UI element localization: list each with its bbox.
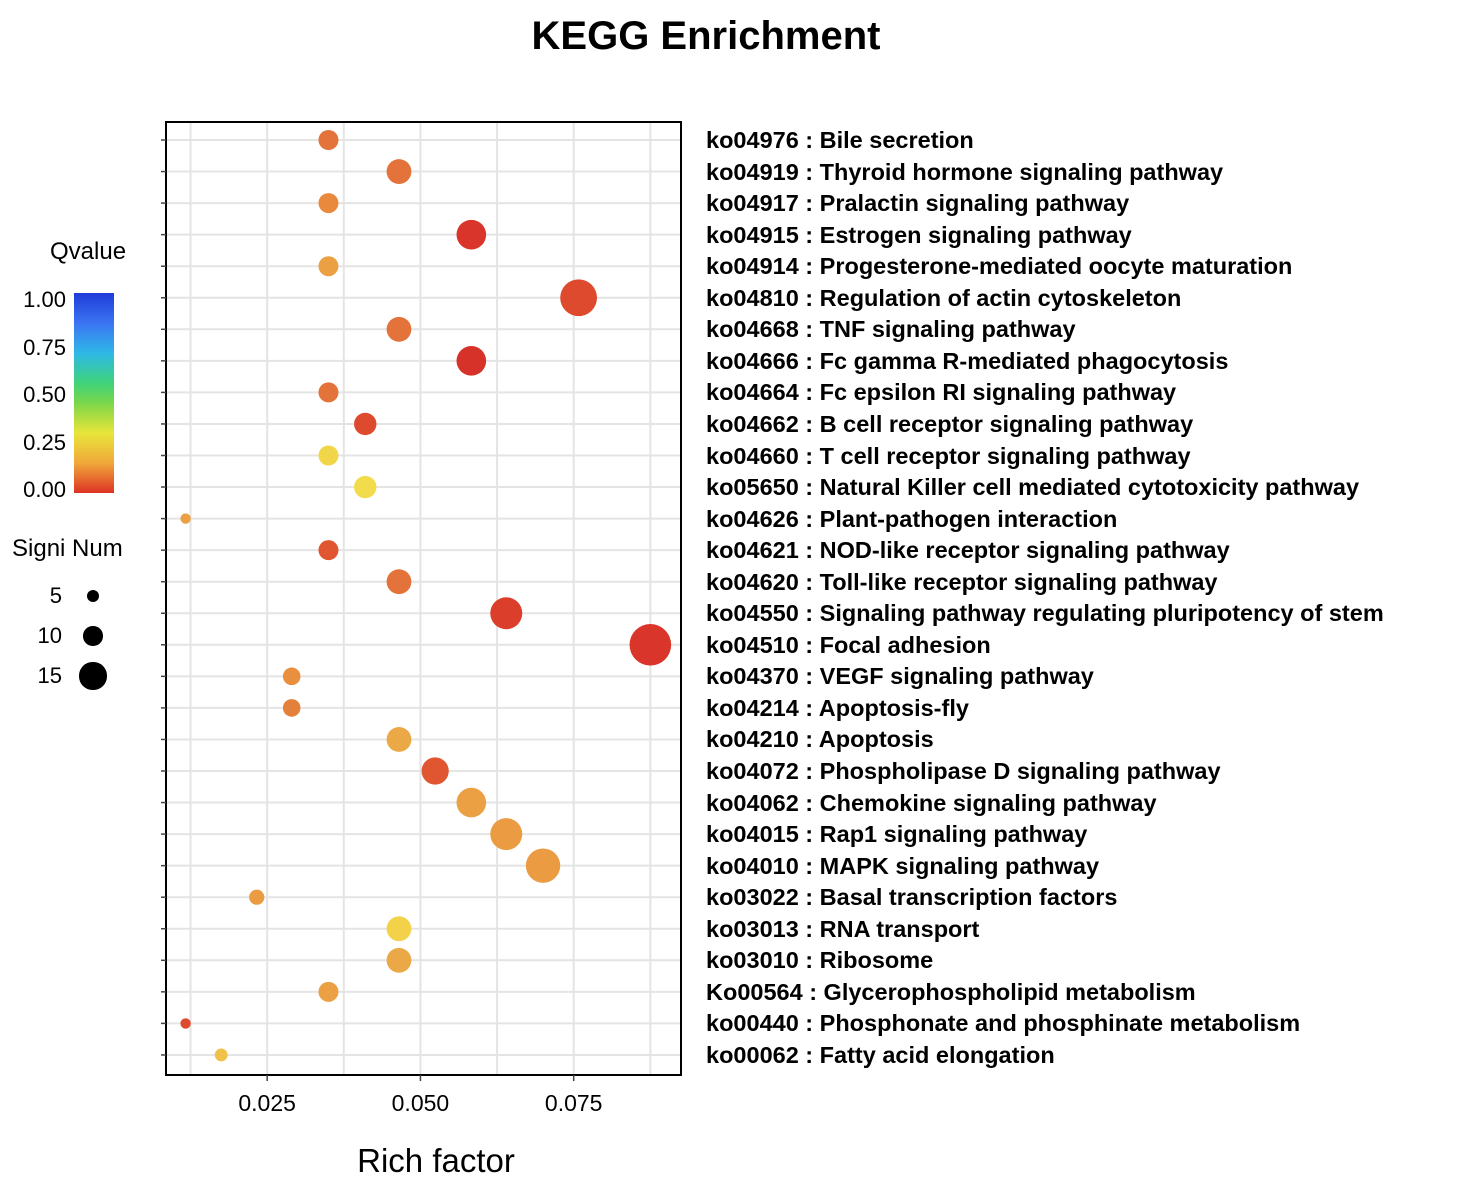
- data-point: [490, 818, 523, 851]
- data-point: [629, 624, 672, 666]
- pathway-term-label: ko04919 : Thyroid hormone signaling path…: [706, 158, 1224, 185]
- data-point: [318, 981, 339, 1002]
- x-tick-label: 0.025: [238, 1090, 296, 1116]
- data-point: [386, 916, 412, 942]
- pathway-term-label: ko04660 : T cell receptor signaling path…: [706, 442, 1191, 469]
- pathway-term-label: ko04668 : TNF signaling pathway: [706, 316, 1076, 343]
- size-legend-label: 15: [37, 663, 62, 688]
- data-point: [456, 219, 487, 250]
- data-point: [318, 256, 339, 277]
- size-legend-title: Signi Num: [12, 535, 123, 562]
- data-point: [354, 412, 377, 436]
- pathway-term-label: ko04620 : Toll-like receptor signaling p…: [706, 568, 1218, 595]
- data-point: [318, 130, 339, 150]
- pathway-term-label: ko05650 : Natural Killer cell mediated c…: [706, 474, 1360, 501]
- pathway-term-label: ko03010 : Ribosome: [706, 947, 934, 974]
- pathway-term-label: ko04214 : Apoptosis-fly: [706, 694, 969, 721]
- pathway-term-label: ko04664 : Fc epsilon RI signaling pathwa…: [706, 379, 1177, 406]
- size-legend-dot: [83, 626, 103, 646]
- data-point: [386, 727, 412, 752]
- data-point: [386, 159, 412, 184]
- ticks-layer: [161, 139, 575, 1081]
- qvalue-tick-label: 0.75: [23, 334, 66, 360]
- qvalue-tick-label: 0.50: [23, 382, 66, 407]
- data-point: [180, 1018, 191, 1029]
- pathway-term-label: ko04626 : Plant-pathogen interaction: [706, 505, 1118, 532]
- data-point: [456, 787, 487, 818]
- qvalue-tick-label: 1.00: [23, 287, 66, 312]
- x-axis-label: Rich factor: [357, 1142, 515, 1179]
- pathway-term-label: ko04666 : Fc gamma R-mediated phagocytos…: [706, 347, 1229, 374]
- pathway-term-label: ko04917 : Pralactin signaling pathway: [706, 190, 1130, 217]
- x-tick-label: 0.075: [544, 1090, 603, 1116]
- pathway-term-label: ko04370 : VEGF signaling pathway: [706, 663, 1094, 690]
- data-point: [282, 699, 301, 717]
- data-point: [318, 445, 339, 466]
- qvalue-tick-label: 0.25: [23, 429, 66, 455]
- pathway-term-label: ko04010 : MAPK signaling pathway: [706, 852, 1100, 879]
- data-point: [318, 382, 339, 403]
- plot-frame: [165, 121, 682, 1076]
- size-legend-dot: [87, 590, 99, 602]
- qvalue-tick-label: 0.00: [23, 477, 66, 502]
- points-layer: [180, 130, 672, 1062]
- size-legend-dot: [79, 662, 107, 690]
- data-point: [421, 757, 449, 785]
- pathway-term-label: ko04062 : Chemokine signaling pathway: [706, 789, 1157, 816]
- data-point: [249, 889, 265, 905]
- qvalue-colorbar: [74, 293, 114, 493]
- pathway-term-label: ko04976 : Bile secretion: [706, 127, 974, 153]
- data-point: [456, 346, 487, 376]
- pathway-term-label: ko04015 : Rap1 signaling pathway: [706, 821, 1088, 848]
- data-point: [386, 569, 412, 595]
- pathway-term-label: ko04072 : Phospholipase D signaling path…: [706, 758, 1221, 784]
- data-point: [386, 947, 412, 973]
- pathway-term-label: ko04621 : NOD-like receptor signaling pa…: [706, 537, 1230, 564]
- data-point: [490, 597, 523, 630]
- data-point: [318, 193, 339, 214]
- pathway-term-label: ko03013 : RNA transport: [706, 915, 980, 942]
- pathway-term-label: ko04550 : Signaling pathway regulating p…: [706, 600, 1384, 627]
- data-point: [386, 316, 412, 342]
- pathway-term-label: ko04510 : Focal adhesion: [706, 631, 991, 658]
- qvalue-legend-title: Qvalue: [50, 238, 127, 265]
- size-legend-label: 5: [49, 583, 62, 608]
- data-point: [318, 540, 339, 561]
- data-point: [354, 475, 377, 499]
- pathway-term-label: ko04915 : Estrogen signaling pathway: [706, 221, 1132, 248]
- pathway-term-label: Ko00564 : Glycerophospholipid metabolism: [706, 978, 1196, 1005]
- chart-title: KEGG Enrichment: [531, 14, 881, 58]
- data-point: [525, 848, 561, 883]
- pathway-term-label: ko03022 : Basal transcription factors: [706, 884, 1118, 911]
- data-point: [214, 1048, 228, 1062]
- pathway-term-label: ko04662 : B cell receptor signaling path…: [706, 410, 1194, 437]
- grid-layer: [166, 122, 681, 1075]
- data-point: [180, 513, 191, 524]
- pathway-term-label: ko00062 : Fatty acid elongation: [706, 1041, 1055, 1068]
- size-legend-label: 10: [37, 623, 62, 648]
- data-point: [560, 279, 598, 317]
- plot-background: [166, 122, 681, 1075]
- pathway-term-label: ko04914 : Progesterone-mediated oocyte m…: [706, 253, 1293, 280]
- pathway-term-label: ko04810 : Regulation of actin cytoskelet…: [706, 284, 1182, 311]
- data-point: [282, 667, 301, 686]
- pathway-term-label: ko00440 : Phosphonate and phosphinate me…: [706, 1010, 1301, 1037]
- x-tick-label: 0.050: [391, 1090, 450, 1116]
- pathway-term-label: ko04210 : Apoptosis: [706, 726, 934, 753]
